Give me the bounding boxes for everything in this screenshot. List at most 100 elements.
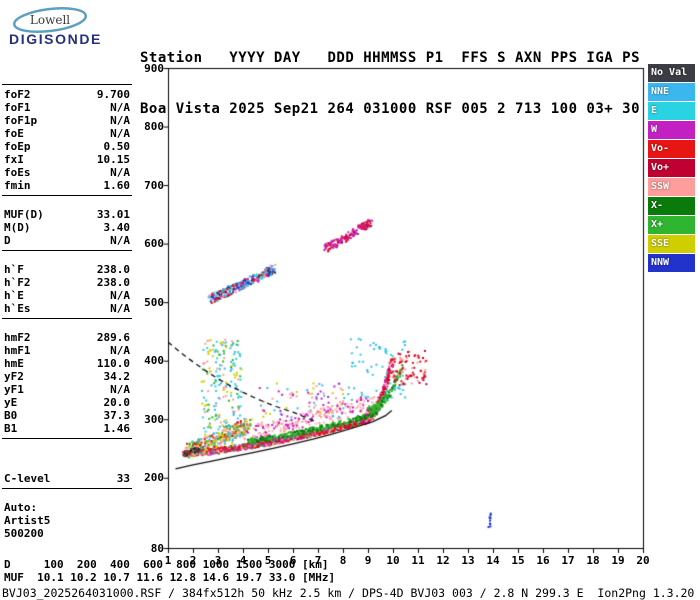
- param-label: MUF(D): [4, 208, 44, 221]
- y-tick-label: 400: [144, 354, 164, 368]
- x-tick-label: 7: [314, 554, 322, 567]
- param-value: N/A: [110, 289, 130, 302]
- x-tick-label: 8: [339, 554, 347, 567]
- param-row-mufd: MUF(D) 33.01: [2, 208, 132, 221]
- param-label: h`Es: [4, 302, 31, 315]
- param-row-fof2: foF2 9.700: [2, 88, 132, 101]
- param-row-hmf2: hmF2 289.6: [2, 331, 132, 344]
- param-label: hmE: [4, 357, 24, 370]
- param-label: foF2: [4, 88, 31, 101]
- logo-digisonde-text: DIGISONDE: [9, 31, 102, 47]
- y-tick-label: 500: [144, 295, 164, 309]
- param-row-b1: B1 1.46: [2, 422, 132, 435]
- x-tick-label: 10: [386, 554, 400, 567]
- param-value: 0.50: [103, 140, 131, 153]
- param-row-md: M(D) 3.40: [2, 221, 132, 234]
- param-value: N/A: [110, 383, 130, 396]
- param-label: B1: [4, 422, 18, 435]
- param-value: 9.700: [96, 88, 130, 101]
- param-row-yf1: yF1 N/A: [2, 383, 132, 396]
- y-tick-label: 80: [150, 541, 164, 555]
- param-value: 238.0: [96, 263, 130, 276]
- param-row-hf: h`F 238.0: [2, 263, 132, 276]
- x-tick-label: 4: [239, 554, 247, 567]
- x-tick-label: 16: [536, 554, 550, 567]
- x-tick-label: 1: [164, 554, 172, 567]
- param-row-clevel: C-level 33: [2, 472, 132, 485]
- param-row-d: D N/A: [2, 234, 132, 247]
- x-tick-label: 17: [561, 554, 575, 567]
- param-group: Auto: Artist5 500200: [2, 498, 132, 543]
- param-row-hme: hmE 110.0: [2, 357, 132, 370]
- param-label: foF1p: [4, 114, 38, 127]
- x-tick-label: 11: [411, 554, 425, 567]
- x-tick-label: 20: [636, 554, 650, 567]
- param-row-he: h`E N/A: [2, 289, 132, 302]
- param-group: MUF(D) 33.01 M(D) 3.40 D N/A: [2, 205, 132, 251]
- param-row-fof1p: foF1p N/A: [2, 114, 132, 127]
- param-row-b0: B0 37.3: [2, 409, 132, 422]
- param-row-foe: foE N/A: [2, 127, 132, 140]
- x-tick-label: 19: [611, 554, 625, 567]
- param-label: h`F: [4, 263, 24, 276]
- param-value: N/A: [110, 101, 130, 114]
- logo-lowell-text: Lowell: [30, 13, 70, 27]
- param-row-ye: yE 20.0: [2, 396, 132, 409]
- distance-row: D 100 200 400 600 800 1000 1500 3000 [km…: [4, 558, 329, 571]
- echo-direction-legend: No Val NNE E W Vo- Vo+ SSW X- X+ SSE NNW: [648, 64, 695, 273]
- param-row-foep: foEp 0.50: [2, 140, 132, 153]
- x-tick-label: 5: [264, 554, 272, 567]
- param-label: fxI: [4, 153, 24, 166]
- param-value: 10.15: [96, 153, 130, 166]
- param-row-500200: 500200: [2, 527, 132, 540]
- param-group: h`F 238.0 h`F2 238.0 h`E N/A h`Es N/A: [2, 260, 132, 319]
- legend-item-e: E: [648, 102, 695, 120]
- scaled-parameters-panel: foF2 9.700 foF1 N/A foF1p N/A foE N/A foEp 0.50 fx…: [2, 84, 132, 552]
- param-value: 34.2: [103, 370, 131, 383]
- legend-item-w: W: [648, 121, 695, 139]
- param-group: foF2 9.700 foF1 N/A foF1p N/A foE N/A foEp 0.50 fx…: [2, 84, 132, 196]
- header-fields-line: Station YYYY DAY DDD HHMMSS P1 FFS S AXN…: [140, 50, 641, 66]
- param-label: Artist5: [4, 514, 51, 527]
- legend-item-nne: NNE: [648, 83, 695, 101]
- param-label: yE: [4, 396, 18, 409]
- param-label: foEs: [4, 166, 31, 179]
- param-row-fmin: fmin 1.60: [2, 179, 132, 192]
- param-label: M(D): [4, 221, 31, 234]
- param-label: yF1: [4, 383, 24, 396]
- param-label: foF1: [4, 101, 31, 114]
- param-label: B0: [4, 409, 18, 422]
- x-tick-label: 6: [289, 554, 297, 567]
- param-label: hmF1: [4, 344, 31, 357]
- ionogram-plot: 900 800 700 600 500 400 300 200 80 1 2 3 4 5 6 7 8 9 10 11 1…: [144, 62, 651, 567]
- y-tick-label: 700: [144, 178, 164, 192]
- param-row-fxi: fxI 10.15: [2, 153, 132, 166]
- x-tick-label: 13: [461, 554, 475, 567]
- y-tick-label: 200: [144, 471, 164, 485]
- param-label: foEp: [4, 140, 31, 153]
- ionogram-canvas: [162, 64, 651, 556]
- legend-item-vo-: Vo-: [648, 140, 695, 158]
- param-row-yf2: yF2 34.2: [2, 370, 132, 383]
- legend-item-nnw: NNW: [648, 254, 695, 272]
- param-value: 3.40: [103, 221, 131, 234]
- legend-item-x+: X+: [648, 216, 695, 234]
- legend-item-vo+: Vo+: [648, 159, 695, 177]
- param-value: 238.0: [96, 276, 130, 289]
- param-label: foE: [4, 127, 24, 140]
- logo-swoosh-icon: [12, 6, 88, 34]
- param-value: N/A: [110, 302, 130, 315]
- muf-row: MUF 10.1 10.2 10.7 11.6 12.8 14.6 19.7 3…: [4, 571, 336, 584]
- param-row-hmf1: hmF1 N/A: [2, 344, 132, 357]
- y-tick-label: 300: [144, 412, 164, 426]
- x-tick-label: 14: [486, 554, 500, 567]
- y-tick-label: 900: [144, 61, 164, 75]
- param-row-artist5: Artist5: [2, 514, 132, 527]
- legend-item-ssw: SSW: [648, 178, 695, 196]
- legend-item-x-: X-: [648, 197, 695, 215]
- param-value: N/A: [110, 166, 130, 179]
- param-value: 33: [116, 472, 130, 485]
- param-value: 20.0: [103, 396, 131, 409]
- param-row-foes: foEs N/A: [2, 166, 132, 179]
- param-value: 110.0: [96, 357, 130, 370]
